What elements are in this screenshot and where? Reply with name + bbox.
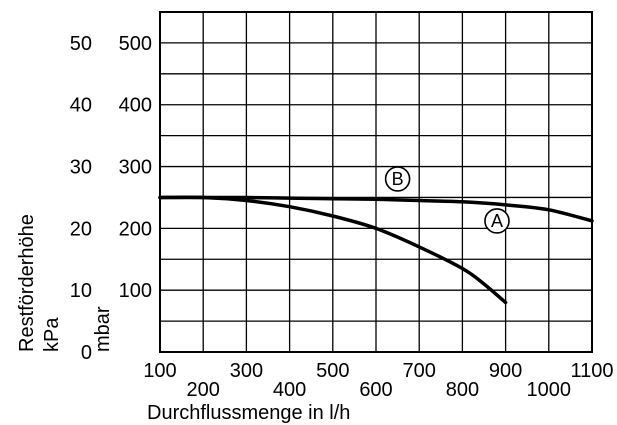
y-tick-label-mbar: 200 — [119, 218, 152, 240]
grid — [160, 12, 592, 352]
y-axis-unit-mbar: mbar — [92, 306, 114, 352]
y-tick-label-kpa: 20 — [70, 218, 92, 240]
series-label-circle — [484, 208, 510, 234]
series-label-a: A — [484, 208, 510, 234]
curves — [158, 195, 594, 305]
x-tick-label: 100 — [143, 360, 176, 382]
y-tick-label-kpa: 40 — [70, 95, 92, 117]
y-tick-label-mbar: 300 — [119, 157, 152, 179]
x-tick-label: 900 — [489, 360, 522, 382]
y-tick-label-kpa: 10 — [70, 280, 92, 302]
x-tick-label: 400 — [273, 379, 306, 401]
series-label-circle — [384, 166, 411, 192]
y-tick-label-mbar: 100 — [119, 280, 152, 302]
y-axis-label: Restförderhöhe — [16, 214, 38, 352]
series-label-b: B — [384, 166, 411, 192]
series-label-text: B — [392, 169, 404, 189]
x-tick-label: 200 — [187, 379, 220, 401]
x-tick-label: 1000 — [527, 379, 572, 401]
y-tick-label-kpa: 0 — [81, 342, 92, 364]
series-line-b — [158, 195, 594, 223]
y-tick-label-mbar: 500 — [119, 33, 152, 55]
x-tick-label: 800 — [446, 379, 479, 401]
series-markers: AB — [384, 166, 510, 234]
x-tick-label: 700 — [403, 360, 436, 382]
plot-frame — [159, 11, 593, 353]
x-axis-label: Durchflussmenge in l/h — [147, 402, 350, 424]
y-axis-unit-kpa: kPa — [41, 317, 63, 352]
x-tick-label: 300 — [230, 360, 263, 382]
x-tick-label: 600 — [359, 379, 392, 401]
x-tick-label: 1100 — [570, 360, 613, 382]
y-tick-label-kpa: 50 — [70, 33, 92, 55]
series-label-text: A — [491, 211, 503, 231]
tick-labels: 100 300 500 700 900 1100 200 400 600 800 1000 0 10 20… — [70, 33, 614, 401]
x-tick-label: 500 — [316, 360, 349, 382]
y-tick-label-mbar: 400 — [119, 95, 152, 117]
y-tick-label-kpa: 30 — [70, 157, 92, 179]
